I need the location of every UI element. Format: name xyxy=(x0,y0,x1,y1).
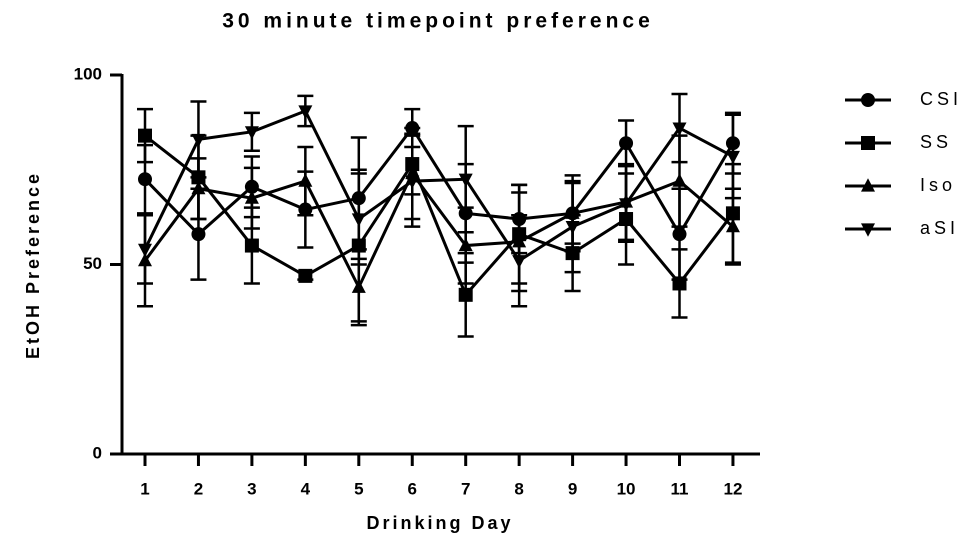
data-point xyxy=(565,221,580,235)
x-axis-label: Drinking Day xyxy=(366,513,513,533)
legend-label: Iso xyxy=(920,175,956,195)
series-line xyxy=(143,125,735,238)
data-point xyxy=(458,173,473,187)
x-tick-label: 2 xyxy=(194,479,203,498)
x-tick-label: 8 xyxy=(514,479,523,498)
data-point xyxy=(672,173,687,187)
y-tick-label: 100 xyxy=(74,64,102,83)
data-point xyxy=(672,227,687,242)
y-tick-label: 50 xyxy=(83,254,102,273)
data-point xyxy=(138,128,152,143)
series-line xyxy=(143,170,734,291)
x-tick-label: 1 xyxy=(140,479,149,498)
x-tick-label: 10 xyxy=(617,479,636,498)
data-point xyxy=(405,175,420,189)
data-point xyxy=(351,279,366,293)
x-tick-label: 6 xyxy=(408,479,417,498)
data-point xyxy=(138,172,152,187)
x-tick-label: 7 xyxy=(461,479,470,498)
data-point xyxy=(191,133,206,148)
data-point xyxy=(672,122,687,136)
legend-marker xyxy=(861,136,875,150)
data-point xyxy=(244,238,259,253)
legend-label: aSI xyxy=(920,218,959,238)
data-point xyxy=(725,150,740,165)
data-point xyxy=(191,181,206,195)
x-tick-label: 4 xyxy=(301,479,311,498)
data-point xyxy=(244,190,259,204)
x-tick-label: 5 xyxy=(354,479,363,498)
data-point xyxy=(244,126,259,140)
data-point xyxy=(298,105,313,119)
legend-marker xyxy=(861,223,875,237)
x-tick-label: 12 xyxy=(723,479,742,498)
x-tick-label: 9 xyxy=(568,479,577,498)
y-tick-label: 0 xyxy=(93,443,102,462)
chart-title: 30 minute timepoint preference xyxy=(222,10,654,33)
data-point xyxy=(672,276,687,291)
legend-label: CSI xyxy=(920,89,962,109)
data-point xyxy=(458,237,473,252)
x-tick-label: 3 xyxy=(247,479,256,498)
series-line xyxy=(144,134,735,298)
data-point xyxy=(458,287,473,302)
data-point xyxy=(298,173,313,187)
data-point xyxy=(298,268,313,283)
legend-marker xyxy=(861,93,875,107)
data-point xyxy=(191,227,206,242)
data-point xyxy=(619,136,634,151)
data-point xyxy=(619,198,634,212)
legend-label: SS xyxy=(920,132,952,152)
data-point xyxy=(351,213,366,227)
legend-marker xyxy=(861,178,875,192)
data-point xyxy=(138,243,152,258)
x-tick-label: 11 xyxy=(671,479,689,498)
data-point xyxy=(725,218,740,233)
series-line xyxy=(143,109,734,263)
y-axis-label: EtOH Preference xyxy=(23,171,43,359)
data-point xyxy=(512,255,527,269)
